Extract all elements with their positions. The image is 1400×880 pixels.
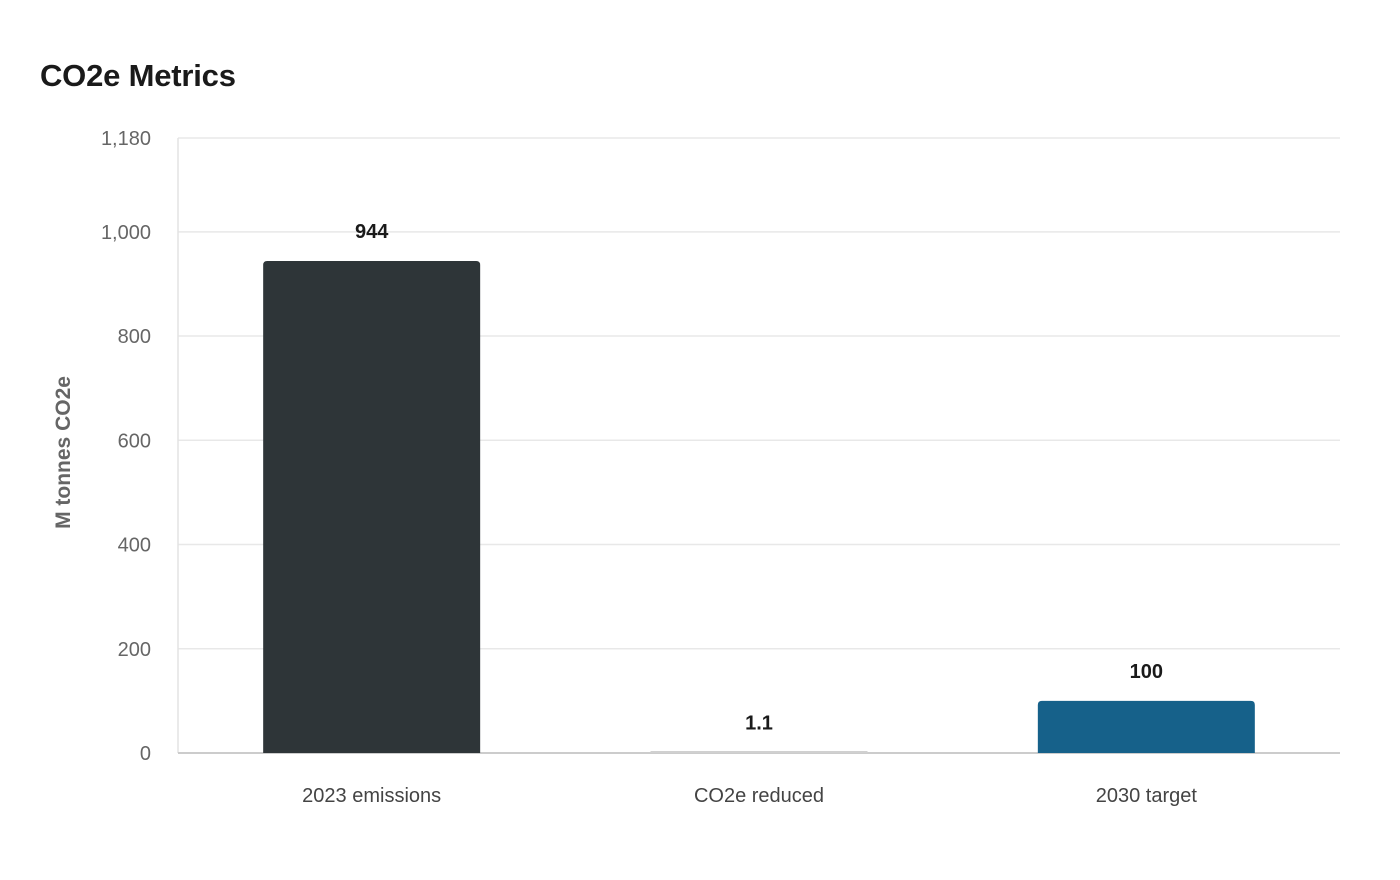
chart-title: CO2e Metrics <box>40 58 236 93</box>
bar <box>263 261 481 753</box>
x-tick-label: 2023 emissions <box>302 785 441 807</box>
y-tick-label: 800 <box>118 326 151 348</box>
bar <box>650 751 868 753</box>
y-tick-label: 1,180 <box>101 128 151 150</box>
y-axis-title: M tonnes CO2e <box>52 376 75 529</box>
y-tick-label: 400 <box>118 535 151 557</box>
bars <box>263 261 1255 753</box>
y-tick-label: 200 <box>118 639 151 661</box>
bar <box>1037 700 1255 753</box>
bar-value-label: 1.1 <box>745 712 773 734</box>
x-tick-label: 2030 target <box>1096 785 1198 807</box>
y-tick-label: 600 <box>118 430 151 452</box>
labels: 0 200 400 600 800 1,000 1,180 944 2023 emissions… <box>101 128 1197 807</box>
y-tick-label: 0 <box>140 743 151 765</box>
bar-value-label: 944 <box>355 221 389 243</box>
x-tick-label: CO2e reduced <box>694 785 824 807</box>
bar-value-label: 100 <box>1130 661 1163 683</box>
y-tick-label: 1,000 <box>101 222 151 244</box>
